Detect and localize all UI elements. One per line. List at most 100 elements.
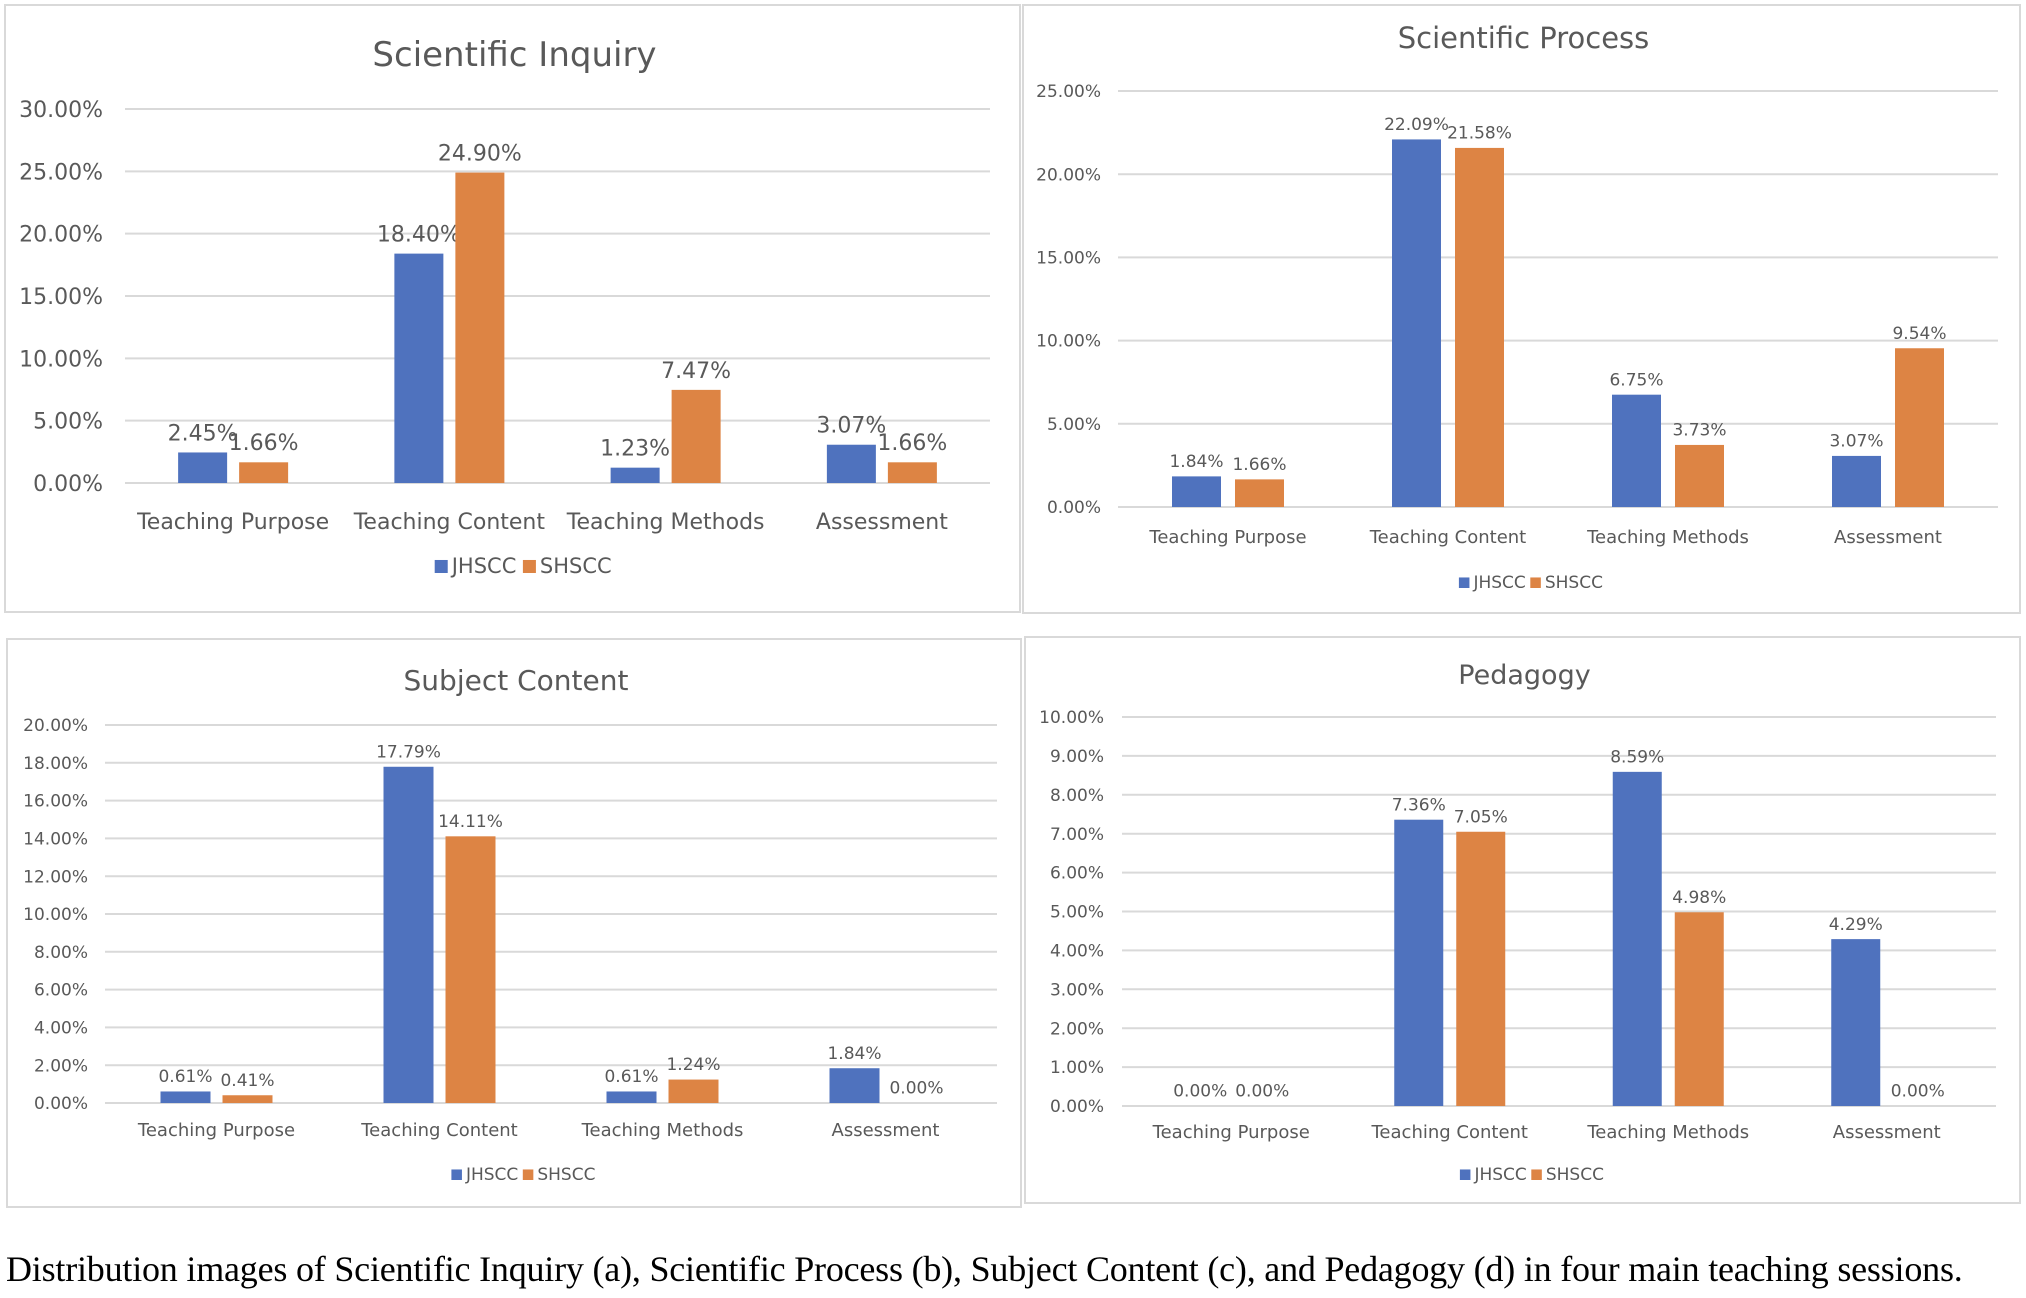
x-category-label: Teaching Purpose (137, 1120, 295, 1141)
legend-swatch-shscc (1531, 1169, 1542, 1180)
y-tick-label: 5.00% (33, 410, 103, 435)
data-label: 7.36% (1392, 795, 1446, 815)
legend: JHSCC SHSCC (451, 1165, 595, 1185)
legend-label-shscc: SHSCC (1546, 1165, 1604, 1185)
bar-shscc-assessment (1895, 348, 1944, 507)
bar-jhscc-teaching-methods (606, 1091, 657, 1103)
legend-label-jhscc: JHSCC (465, 1165, 518, 1185)
x-category-label: Teaching Methods (1586, 527, 1749, 548)
y-tick-label: 2.00% (34, 1056, 88, 1076)
chart-pedagogy: Pedagogy 0.00% 1.00% 2.00% 3.00% 4.00% 5.00% 6.… (1039, 660, 1996, 1185)
y-tick-label: 9.00% (1050, 747, 1104, 767)
legend-swatch-jhscc (1459, 1169, 1471, 1180)
y-tick-label: 20.00% (23, 716, 88, 736)
bar-shscc-teaching-methods (1674, 912, 1724, 1106)
data-label: 0.00% (1235, 1082, 1289, 1102)
bar-jhscc-assessment (826, 444, 876, 483)
figure-caption: Distribution images of Scientific Inquir… (6, 1249, 1963, 1289)
y-tick-label: 6.00% (34, 981, 88, 1001)
data-label: 3.73% (1672, 421, 1726, 441)
y-tick-label: 5.00% (1047, 415, 1101, 435)
x-category-label: Teaching Purpose (1152, 1122, 1310, 1143)
y-tick-label: 1.00% (1050, 1058, 1104, 1078)
legend-label-shscc: SHSCC (540, 554, 612, 578)
data-label: 0.00% (1173, 1082, 1227, 1102)
y-tick-label: 10.00% (1039, 708, 1104, 728)
y-tick-label: 10.00% (1036, 332, 1101, 352)
bar-shscc-assessment (887, 462, 937, 483)
bar-jhscc-teaching-content (1392, 139, 1441, 507)
y-tick-label: 0.00% (1050, 1097, 1104, 1117)
y-tick-label: 16.00% (23, 792, 88, 812)
bar-shscc-teaching-methods (1675, 444, 1724, 507)
y-tick-label: 4.00% (34, 1019, 88, 1039)
bar-jhscc-assessment (1831, 939, 1881, 1106)
data-label: 18.40% (377, 223, 461, 248)
data-label: 21.58% (1447, 124, 1512, 144)
data-label: 17.79% (376, 742, 441, 762)
bar-shscc-teaching-methods (671, 389, 721, 483)
panel-scientific-inquiry: Scientific Inquiry 0.00% 5.00% 10.00% 15.00%… (4, 4, 1021, 613)
data-label: 1.66% (1232, 455, 1286, 475)
legend-label-jhscc: JHSCC (1472, 573, 1525, 593)
bar-shscc-teaching-content (1455, 147, 1504, 507)
data-label: 1.23% (600, 437, 670, 462)
y-tick-label: 14.00% (23, 830, 88, 850)
data-label: 0.00% (889, 1079, 943, 1099)
legend-swatch-shscc (522, 559, 536, 573)
chart-title: Pedagogy (1458, 660, 1590, 691)
x-category-label: Teaching Content (1371, 1122, 1529, 1143)
legend-label-jhscc: JHSCC (1473, 1165, 1526, 1185)
data-label: 1.84% (1169, 452, 1223, 472)
data-label: 4.29% (1829, 915, 1883, 935)
bar-shscc-teaching-purpose (1235, 479, 1284, 507)
data-label: 9.54% (1892, 324, 1946, 344)
chart-scientific-inquiry: Scientific Inquiry 0.00% 5.00% 10.00% 15.00%… (19, 35, 990, 578)
data-label: 0.41% (220, 1071, 274, 1091)
y-tick-label: 3.00% (1050, 980, 1104, 1000)
x-category-label: Teaching Methods (581, 1120, 744, 1141)
bar-jhscc-teaching-purpose (1172, 476, 1221, 507)
y-tick-label: 0.00% (1047, 498, 1101, 518)
x-category-label: Assessment (1834, 527, 1942, 548)
data-label: 0.00% (1891, 1082, 1945, 1102)
bar-shscc-teaching-purpose (239, 462, 289, 483)
x-category-label: Teaching Content (353, 510, 546, 535)
panel-pedagogy: Pedagogy 0.00% 1.00% 2.00% 3.00% 4.00% 5.00% 6.… (1024, 636, 2021, 1204)
bar-jhscc-teaching-purpose (178, 452, 228, 483)
data-label: 1.66% (877, 431, 947, 456)
bar-jhscc-teaching-content (1394, 819, 1444, 1106)
x-category-label: Teaching Methods (566, 510, 765, 535)
x-category-label: Assessment (1833, 1122, 1941, 1143)
y-tick-label: 8.00% (34, 943, 88, 963)
y-tick-label: 2.00% (1050, 1019, 1104, 1039)
bar-shscc-teaching-purpose (222, 1095, 273, 1103)
y-tick-label: 5.00% (1050, 903, 1104, 923)
bar-shscc-teaching-content (445, 836, 496, 1103)
bar-jhscc-teaching-methods (1612, 394, 1661, 507)
y-tick-label: 10.00% (23, 905, 88, 925)
bar-jhscc-teaching-methods (1612, 771, 1662, 1106)
y-tick-label: 30.00% (19, 98, 103, 123)
legend-label-jhscc: JHSCC (450, 554, 517, 578)
y-tick-label: 15.00% (1036, 249, 1101, 269)
chart-title: Subject Content (404, 664, 629, 697)
y-tick-label: 20.00% (1036, 165, 1101, 185)
chart-subject-content: Subject Content 0.00% 2.00% 4.00% 6.00% 8.00%… (23, 664, 997, 1185)
legend: JHSCC SHSCC (1459, 1165, 1604, 1185)
data-label: 4.98% (1672, 888, 1726, 908)
y-tick-label: 6.00% (1050, 864, 1104, 884)
x-category-label: Teaching Methods (1586, 1122, 1749, 1143)
data-label: 2.45% (168, 421, 238, 446)
y-tick-label: 25.00% (19, 160, 103, 185)
x-category-label: Teaching Purpose (1148, 527, 1306, 548)
legend-swatch-jhscc (1458, 577, 1470, 588)
bar-shscc-teaching-methods (668, 1079, 719, 1103)
bar-jhscc-assessment (1832, 455, 1881, 507)
data-label: 22.09% (1384, 115, 1449, 135)
y-tick-label: 20.00% (19, 223, 103, 248)
x-category-label: Teaching Content (360, 1120, 518, 1141)
y-tick-label: 18.00% (23, 754, 88, 774)
legend: JHSCC SHSCC (434, 554, 612, 578)
data-label: 7.47% (661, 359, 731, 384)
